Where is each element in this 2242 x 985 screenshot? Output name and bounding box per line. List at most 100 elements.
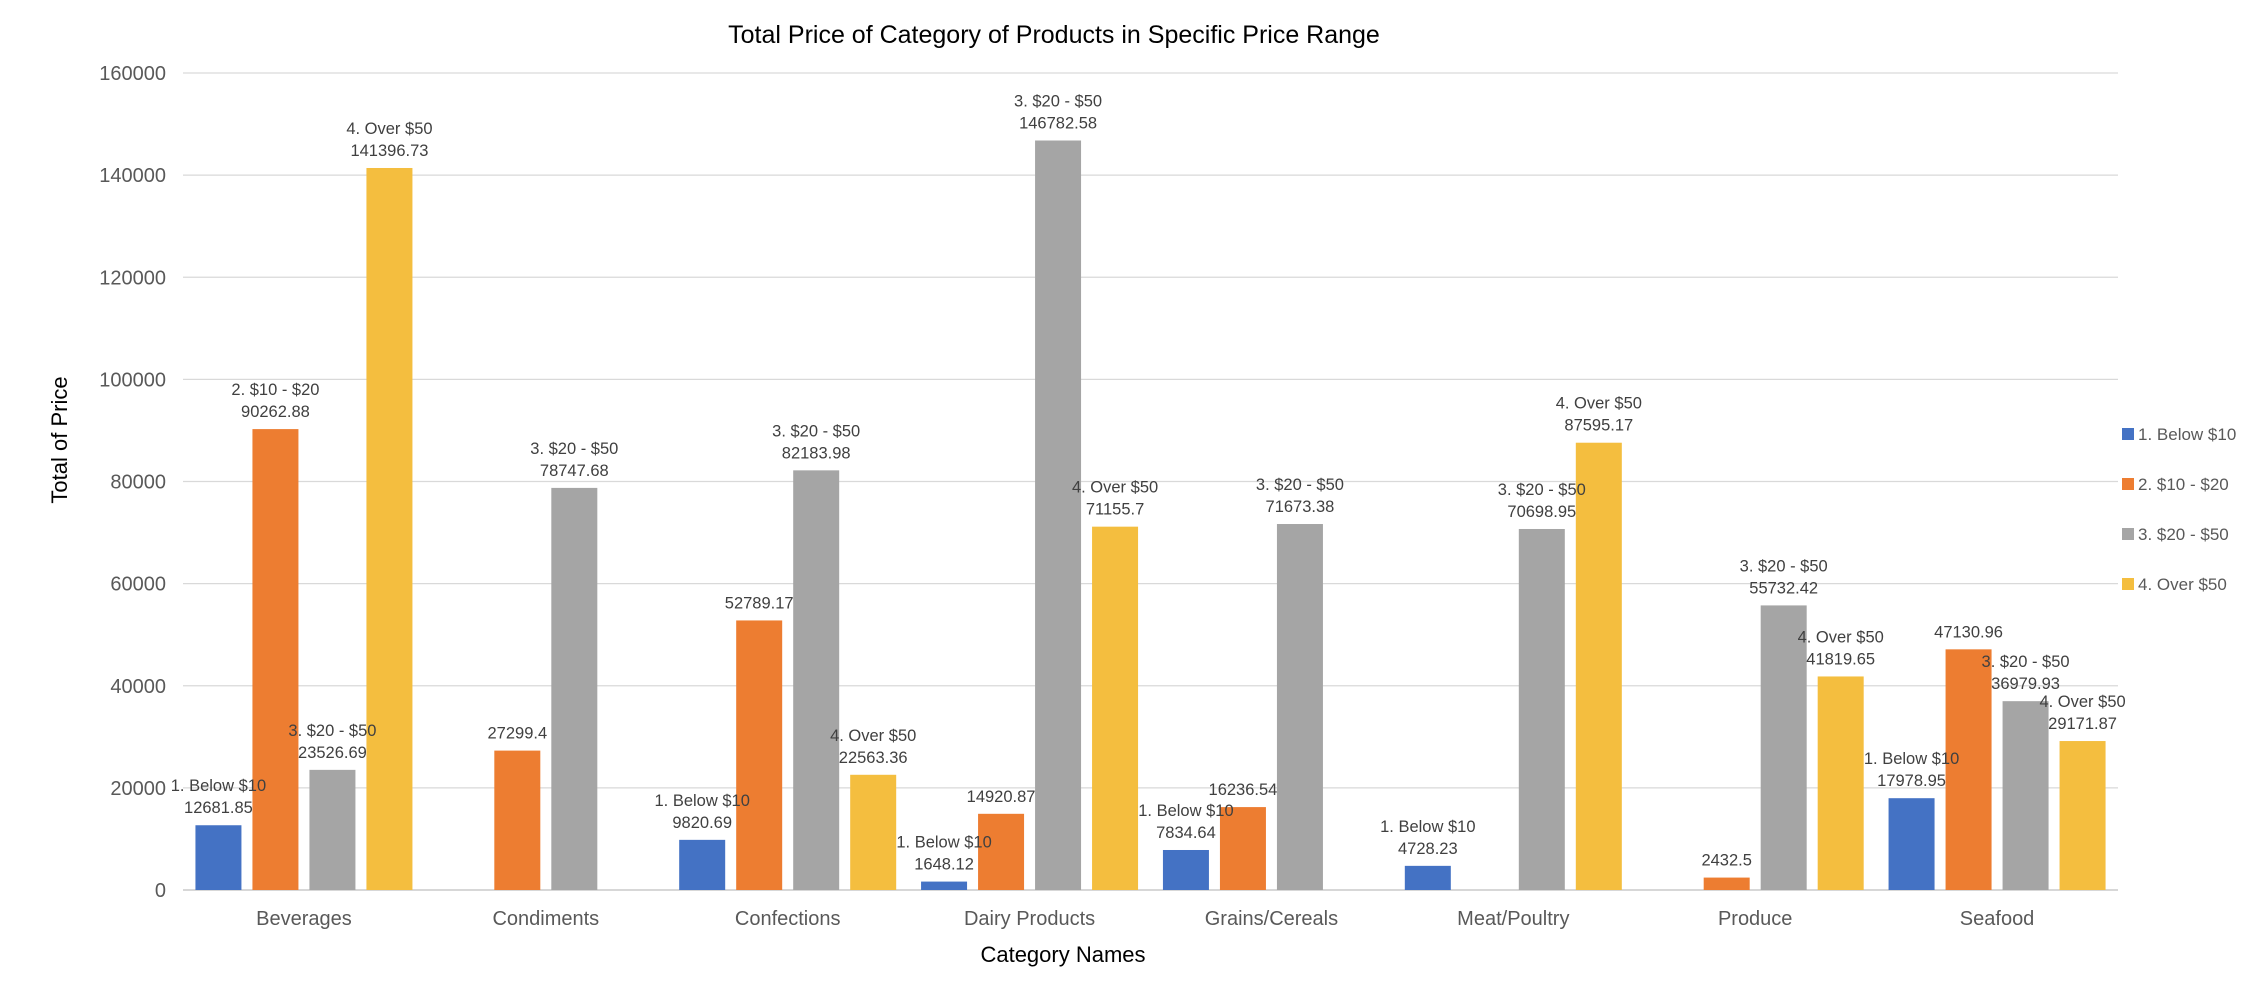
bar <box>551 487 598 890</box>
data-label-series: 4. Over $50 <box>1556 395 1642 413</box>
data-label-value: 9820.69 <box>672 814 732 832</box>
data-label-series: 3. $20 - $50 <box>1740 557 1828 575</box>
bar <box>793 470 840 890</box>
legend-swatch <box>2122 528 2134 540</box>
data-label-series: 1. Below $10 <box>1138 802 1233 820</box>
data-labels: 12681.85 1. Below $10 90262.88 2. $10 - $20… <box>171 92 2126 873</box>
legend-label: 2. $10 - $20 <box>2138 475 2229 494</box>
x-tick-label: Confections <box>735 908 841 930</box>
y-tick-label: 120000 <box>99 267 166 289</box>
data-label-value: 16236.54 <box>1209 781 1278 799</box>
bar <box>494 750 541 890</box>
data-label-value: 27299.4 <box>487 725 547 743</box>
y-tick-label: 60000 <box>110 574 166 596</box>
data-label-value: 22563.36 <box>839 749 908 767</box>
legend-label: 3. $20 - $50 <box>2138 525 2229 544</box>
data-label-value: 7834.64 <box>1156 824 1216 842</box>
bar <box>736 620 783 890</box>
bar <box>1162 849 1209 890</box>
data-label-value: 146782.58 <box>1019 114 1097 132</box>
legend-swatch <box>2122 578 2134 590</box>
bar <box>1888 798 1935 890</box>
data-label-series: 4. Over $50 <box>2039 693 2125 711</box>
bars <box>195 140 2106 891</box>
data-label-series: 1. Below $10 <box>1864 750 1959 768</box>
bar <box>309 769 356 890</box>
data-label-series: 4. Over $50 <box>346 120 432 138</box>
data-label-value: 29171.87 <box>2048 715 2117 733</box>
bar <box>1092 526 1139 890</box>
data-label-value: 82183.98 <box>782 444 851 462</box>
bar <box>195 825 242 890</box>
x-axis-title: Category Names <box>980 942 1145 967</box>
bar <box>252 429 299 890</box>
bar <box>850 774 897 890</box>
chart-title: Total Price of Category of Products in S… <box>728 21 1380 49</box>
bar <box>1575 442 1622 890</box>
bar <box>1760 605 1807 890</box>
data-label-value: 12681.85 <box>184 799 253 817</box>
legend-label: 4. Over $50 <box>2138 575 2227 594</box>
bar <box>1035 140 1082 890</box>
legend-label: 1. Below $10 <box>2138 425 2236 444</box>
data-label-series: 4. Over $50 <box>830 727 916 745</box>
x-tick-label: Produce <box>1718 908 1793 930</box>
data-label-value: 4728.23 <box>1398 840 1458 858</box>
data-label-series: 2. $10 - $20 <box>231 381 319 399</box>
data-label-series: 4. Over $50 <box>1798 628 1884 646</box>
y-tick-label: 100000 <box>99 369 166 391</box>
x-tick-label: Condiments <box>492 908 599 930</box>
bar <box>1817 676 1864 890</box>
data-label-value: 23526.69 <box>298 744 367 762</box>
bar <box>1404 865 1451 890</box>
y-tick-label: 20000 <box>110 778 166 800</box>
data-label-value: 52789.17 <box>725 594 794 612</box>
x-tick-label: Beverages <box>256 908 352 930</box>
bar <box>921 881 968 890</box>
bar <box>1945 649 1992 890</box>
x-tick-label: Meat/Poultry <box>1457 908 1569 930</box>
y-axis-title: Total of Price <box>47 376 72 503</box>
legend-swatch <box>2122 428 2134 440</box>
data-label-series: 3. $20 - $50 <box>772 422 860 440</box>
data-label-value: 90262.88 <box>241 403 310 421</box>
data-label-value: 47130.96 <box>1934 623 2003 641</box>
data-label-value: 71673.38 <box>1266 498 1335 516</box>
data-label-value: 78747.68 <box>540 462 609 480</box>
data-label-series: 1. Below $10 <box>171 777 266 795</box>
data-label-value: 55732.42 <box>1749 579 1818 597</box>
data-label-series: 3. $20 - $50 <box>1014 92 1102 110</box>
x-tick-label: Seafood <box>1960 908 2035 930</box>
data-label-series: 1. Below $10 <box>1380 818 1475 836</box>
bar <box>366 167 413 891</box>
y-tick-label: 40000 <box>110 676 166 698</box>
x-tick-label: Grains/Cereals <box>1205 908 1338 930</box>
y-tick-label: 0 <box>155 880 166 902</box>
bar <box>2002 701 2049 890</box>
data-label-value: 36979.93 <box>1991 675 2060 693</box>
data-label-value: 14920.87 <box>967 788 1036 806</box>
y-tick-label: 80000 <box>110 472 166 494</box>
data-label-value: 70698.95 <box>1507 503 1576 521</box>
bar <box>679 839 726 890</box>
data-label-value: 17978.95 <box>1877 772 1946 790</box>
bar <box>1703 877 1750 890</box>
legend: 1. Below $10 2. $10 - $20 3. $20 - $50 4. O… <box>2122 425 2236 594</box>
data-label-series: 3. $20 - $50 <box>288 722 376 740</box>
data-label-value: 1648.12 <box>914 856 974 874</box>
bar <box>1276 524 1323 890</box>
data-label-series: 3. $20 - $50 <box>1498 481 1586 499</box>
data-label-series: 4. Over $50 <box>1072 479 1158 497</box>
data-label-value: 87595.17 <box>1564 417 1633 435</box>
data-label-series: 3. $20 - $50 <box>1982 653 2070 671</box>
bar <box>1219 807 1266 890</box>
bar <box>978 813 1025 890</box>
data-label-series: 3. $20 - $50 <box>530 440 618 458</box>
legend-swatch <box>2122 478 2134 490</box>
data-label-value: 41819.65 <box>1806 650 1875 668</box>
data-label-value: 2432.5 <box>1701 852 1751 870</box>
data-label-series: 3. $20 - $50 <box>1256 476 1344 494</box>
y-tick-label: 140000 <box>99 165 166 187</box>
